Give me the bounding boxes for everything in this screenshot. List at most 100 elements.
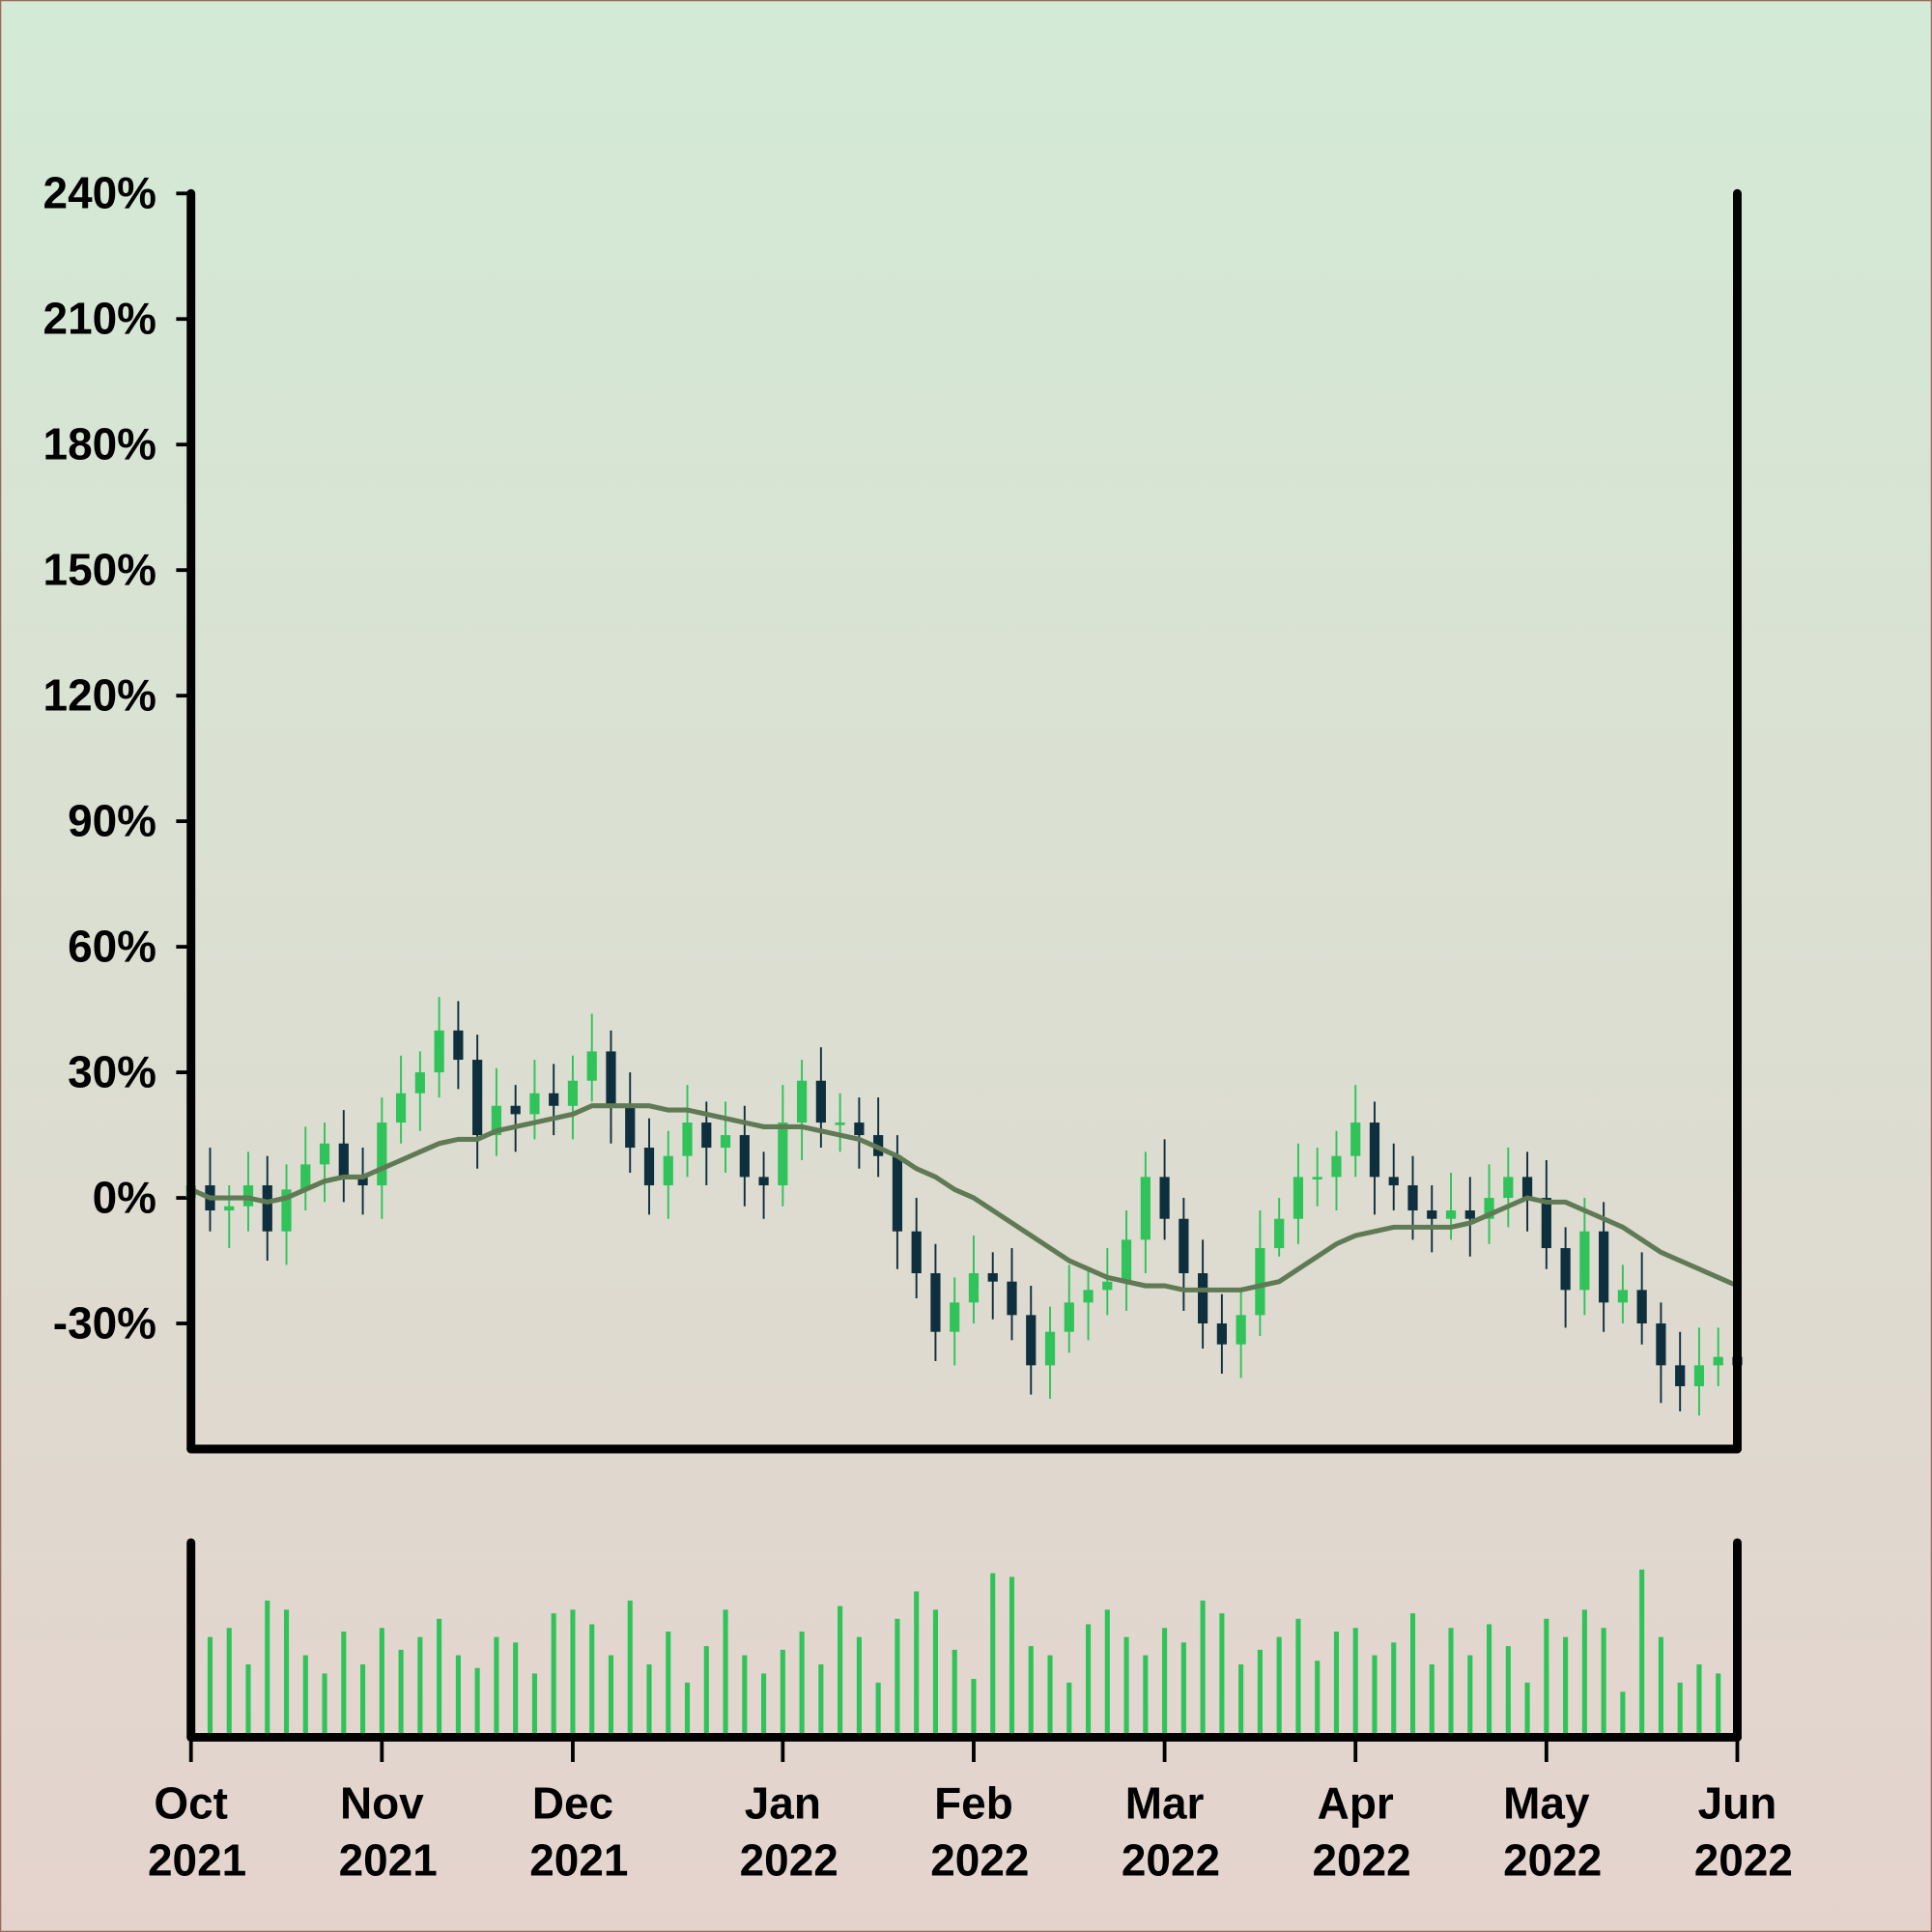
candle-body	[395, 1093, 407, 1123]
x-tick-label: Oct 2021	[135, 1778, 246, 1886]
candle-body	[1541, 1198, 1551, 1249]
candle-body	[472, 1060, 483, 1136]
volume-bar	[990, 1573, 996, 1738]
volume-bar	[398, 1649, 404, 1738]
candle-body	[1503, 1177, 1514, 1199]
candle-body	[377, 1122, 387, 1186]
volume-bar	[1238, 1663, 1244, 1738]
volume-bar	[1028, 1646, 1034, 1738]
volume-bar	[1333, 1631, 1340, 1738]
x-tick-label: Jan 2022	[727, 1778, 838, 1886]
candle-body	[1407, 1185, 1418, 1211]
candle-body	[1274, 1218, 1285, 1249]
candle-body	[1484, 1198, 1494, 1219]
candle-body	[300, 1164, 311, 1190]
candle-body	[1179, 1218, 1189, 1274]
y-tick-label: 90%	[68, 795, 156, 845]
y-tick-label: 30%	[68, 1046, 156, 1096]
volume-bar	[1409, 1613, 1416, 1738]
volume-bar	[551, 1613, 556, 1738]
volume-bar	[1315, 1661, 1321, 1738]
x-tick-label: Mar 2022	[1109, 1778, 1220, 1886]
candle-body	[1331, 1155, 1342, 1178]
volume-bar	[494, 1636, 499, 1738]
candle-body	[1464, 1210, 1475, 1219]
volume-bar	[780, 1649, 785, 1738]
candle-body	[529, 1093, 540, 1115]
x-tick-label: Dec 2021	[518, 1778, 629, 1886]
candle-body	[1521, 1177, 1533, 1199]
candle-body	[1388, 1177, 1399, 1186]
candle-body	[968, 1273, 980, 1303]
candle-body	[1198, 1273, 1208, 1324]
candle-body	[1579, 1231, 1590, 1291]
candle-body	[491, 1105, 502, 1136]
volume-bar	[838, 1605, 843, 1738]
candle-body	[338, 1143, 349, 1178]
candle-body	[1350, 1122, 1361, 1156]
volume-bar	[914, 1591, 920, 1738]
candle-body	[224, 1206, 235, 1211]
plot: -30% 0% 30% 60% 90% 120% 150% 180% 210% 240% Oct 2…	[43, 168, 1793, 1886]
volume-bar	[952, 1649, 957, 1738]
candle-body	[854, 1122, 865, 1136]
candle-body	[1617, 1290, 1628, 1303]
candle-body	[1255, 1248, 1265, 1316]
candle-body	[739, 1135, 750, 1178]
candle-body	[549, 1093, 559, 1106]
y-tick-label: 120%	[43, 669, 156, 720]
volume-bar	[437, 1618, 442, 1738]
volume-bar	[1066, 1682, 1072, 1738]
volume-bar	[971, 1679, 977, 1738]
volume-bar	[666, 1631, 671, 1738]
candle-body	[1312, 1177, 1322, 1179]
volume-bar	[1716, 1673, 1721, 1738]
candle-body	[1427, 1210, 1437, 1219]
volume-bar	[1123, 1636, 1129, 1738]
volume-bar	[341, 1631, 347, 1738]
volume-bar	[875, 1682, 881, 1738]
candle-body	[1560, 1248, 1571, 1291]
volume-bar	[513, 1642, 519, 1738]
volume-bar	[1257, 1649, 1263, 1738]
volume-bar	[856, 1636, 862, 1738]
candle-body	[414, 1072, 425, 1094]
volume-bar	[646, 1663, 652, 1738]
volume-bar	[723, 1609, 728, 1738]
x-tick-label: Nov 2021	[327, 1778, 438, 1886]
candle-body	[1369, 1122, 1380, 1178]
volume-bar	[1448, 1628, 1454, 1738]
volume-bar	[1391, 1642, 1397, 1738]
volume-bar	[1677, 1682, 1683, 1738]
candle-body	[663, 1155, 673, 1186]
volume-bar	[742, 1655, 748, 1738]
candle-body	[1007, 1281, 1017, 1316]
volume-bar	[1143, 1655, 1149, 1738]
volume-bar	[265, 1600, 270, 1738]
volume-bar	[245, 1663, 251, 1738]
candle-body	[720, 1135, 731, 1149]
candle-body	[510, 1105, 521, 1115]
candle-body	[1064, 1302, 1074, 1332]
candle-body	[643, 1148, 655, 1186]
volume-bar	[531, 1673, 537, 1738]
candle-body	[1713, 1356, 1723, 1366]
candle-body	[1675, 1365, 1686, 1387]
volume-bar	[761, 1673, 767, 1738]
candle-body	[625, 1105, 636, 1149]
candle-body	[892, 1155, 903, 1232]
volume-bar	[283, 1609, 290, 1738]
volume-bar	[1505, 1646, 1511, 1738]
candle-body	[606, 1051, 616, 1106]
candle-body	[1044, 1331, 1056, 1366]
volume-bar	[1601, 1628, 1606, 1738]
volume-bar	[207, 1636, 213, 1738]
volume-bar	[1524, 1682, 1530, 1738]
volume-bar	[589, 1624, 595, 1738]
candle-body	[682, 1122, 693, 1156]
volume-bar	[684, 1682, 691, 1738]
candle-body	[1083, 1290, 1094, 1303]
